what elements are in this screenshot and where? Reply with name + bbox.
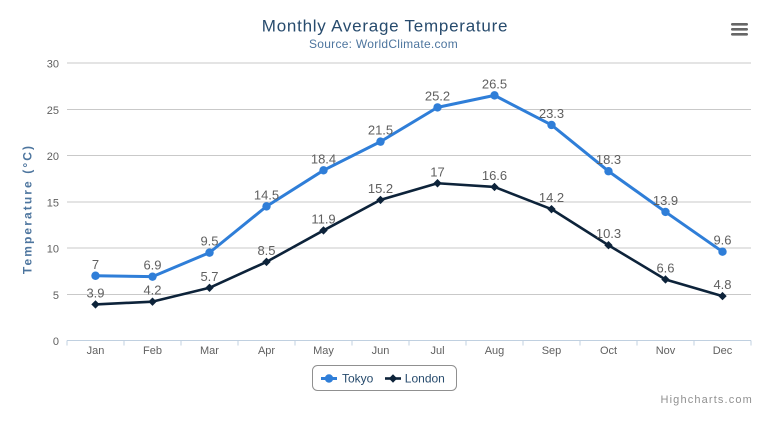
svg-text:0: 0 <box>53 336 59 348</box>
svg-text:Temperature (°C): Temperature (°C) <box>20 144 34 274</box>
svg-text:9.6: 9.6 <box>713 233 731 248</box>
svg-text:Feb: Feb <box>143 345 162 357</box>
svg-text:21.5: 21.5 <box>368 123 393 138</box>
svg-text:15.2: 15.2 <box>368 181 393 196</box>
svg-text:10.3: 10.3 <box>596 226 621 241</box>
svg-text:Tokyo: Tokyo <box>342 372 374 386</box>
svg-text:Aug: Aug <box>485 345 505 357</box>
svg-text:18.4: 18.4 <box>311 151 336 166</box>
svg-text:13.9: 13.9 <box>653 193 678 208</box>
svg-text:Apr: Apr <box>258 345 275 357</box>
svg-text:Source: WorldClimate.com: Source: WorldClimate.com <box>309 37 458 51</box>
svg-text:London: London <box>405 372 445 386</box>
svg-text:30: 30 <box>47 59 59 71</box>
svg-text:11.9: 11.9 <box>311 211 335 226</box>
svg-text:Oct: Oct <box>600 345 617 357</box>
svg-text:4.2: 4.2 <box>143 283 161 298</box>
svg-text:4.8: 4.8 <box>713 277 731 292</box>
svg-text:6.6: 6.6 <box>656 260 674 275</box>
svg-text:14.5: 14.5 <box>254 187 279 202</box>
svg-text:25: 25 <box>47 105 59 117</box>
svg-text:26.5: 26.5 <box>482 76 507 91</box>
svg-text:17: 17 <box>430 164 444 179</box>
svg-text:15: 15 <box>47 197 59 209</box>
svg-text:8.5: 8.5 <box>257 243 275 258</box>
svg-text:Monthly Average Temperature: Monthly Average Temperature <box>262 17 508 36</box>
svg-text:7: 7 <box>92 257 99 272</box>
svg-text:Jan: Jan <box>87 345 105 357</box>
svg-text:Nov: Nov <box>656 345 676 357</box>
svg-text:Jun: Jun <box>372 345 390 357</box>
svg-text:5.7: 5.7 <box>200 269 218 284</box>
svg-text:14.2: 14.2 <box>539 190 564 205</box>
svg-text:9.5: 9.5 <box>200 234 218 249</box>
svg-text:Highcharts.com: Highcharts.com <box>660 394 753 406</box>
svg-text:25.2: 25.2 <box>425 88 450 103</box>
svg-text:20: 20 <box>47 151 59 163</box>
svg-text:18.3: 18.3 <box>596 152 621 167</box>
svg-text:6.9: 6.9 <box>143 258 161 273</box>
svg-text:Dec: Dec <box>713 345 733 357</box>
svg-text:10: 10 <box>47 244 59 256</box>
svg-text:Jul: Jul <box>430 345 444 357</box>
svg-text:16.6: 16.6 <box>482 168 507 183</box>
svg-text:Sep: Sep <box>542 345 562 357</box>
svg-text:May: May <box>313 345 334 357</box>
svg-text:23.3: 23.3 <box>539 106 564 121</box>
svg-text:Mar: Mar <box>200 345 219 357</box>
svg-text:5: 5 <box>53 290 59 302</box>
svg-text:3.9: 3.9 <box>86 285 104 300</box>
